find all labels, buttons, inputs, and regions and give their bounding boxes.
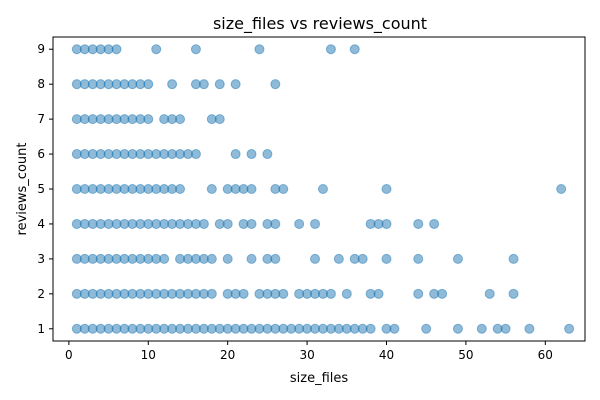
y-tick-label: 2 (37, 287, 45, 301)
data-point (381, 184, 392, 194)
data-point (333, 253, 344, 264)
data-point (222, 253, 233, 264)
data-point (452, 253, 463, 264)
data-point (262, 149, 273, 160)
data-point (206, 184, 217, 194)
data-point (190, 149, 201, 160)
data-point (437, 288, 448, 299)
data-point (167, 79, 178, 90)
data-point (310, 218, 321, 229)
data-point (270, 79, 281, 90)
data-point (143, 114, 154, 125)
y-tick-label: 3 (37, 252, 45, 266)
x-tick-label: 20 (220, 348, 235, 362)
data-point (254, 44, 265, 55)
data-point (214, 114, 225, 125)
x-tick-label: 0 (65, 348, 73, 362)
data-point (159, 253, 170, 264)
data-point (198, 218, 209, 229)
data-point (190, 44, 201, 55)
y-tick-label: 1 (37, 322, 45, 336)
data-point (325, 44, 336, 55)
data-point (175, 114, 186, 125)
data-point (238, 288, 249, 299)
y-tick-label: 8 (37, 77, 45, 91)
data-point (246, 218, 257, 229)
data-point (317, 184, 328, 194)
x-axis-ticks: 0 10 20 30 40 50 60 (65, 341, 553, 362)
y-tick-label: 7 (37, 112, 45, 126)
data-point (556, 184, 567, 194)
data-point (389, 323, 400, 334)
data-point (325, 288, 336, 299)
y-tick-label: 5 (37, 182, 45, 196)
data-point (175, 184, 186, 194)
data-point (365, 323, 376, 334)
data-point (230, 149, 241, 160)
data-point (413, 253, 424, 264)
data-point (270, 218, 281, 229)
data-point (310, 253, 321, 264)
x-tick-label: 50 (458, 348, 473, 362)
chart-title: size_files vs reviews_count (213, 14, 427, 34)
data-point (246, 149, 257, 160)
data-point (198, 79, 209, 90)
x-tick-label: 30 (299, 348, 314, 362)
x-tick-label: 40 (379, 348, 394, 362)
data-point (143, 79, 154, 90)
data-point (564, 323, 575, 334)
data-point (222, 218, 233, 229)
x-tick-label: 60 (538, 348, 553, 362)
data-point (524, 323, 535, 334)
x-tick-label: 10 (141, 348, 156, 362)
data-point (270, 253, 281, 264)
data-point (246, 184, 257, 194)
data-point (111, 44, 122, 55)
data-point (278, 184, 289, 194)
data-point (214, 79, 225, 90)
data-point (206, 253, 217, 264)
y-tick-label: 6 (37, 147, 45, 161)
data-point (246, 253, 257, 264)
data-point (341, 288, 352, 299)
y-tick-label: 4 (37, 217, 45, 231)
data-point (357, 253, 368, 264)
data-point (294, 218, 305, 229)
data-point (151, 44, 162, 55)
y-axis-ticks: 1 2 3 4 5 6 7 8 9 (37, 42, 53, 336)
data-point (381, 218, 392, 229)
data-point (429, 218, 440, 229)
data-points (71, 44, 575, 334)
data-point (278, 288, 289, 299)
data-point (484, 288, 495, 299)
data-point (413, 218, 424, 229)
data-point (381, 253, 392, 264)
data-point (508, 288, 519, 299)
data-point (476, 323, 487, 334)
data-point (421, 323, 432, 334)
data-point (413, 288, 424, 299)
data-point (508, 253, 519, 264)
data-point (230, 79, 241, 90)
y-axis-label: reviews_count (15, 143, 30, 236)
data-point (206, 288, 217, 299)
x-axis-label: size_files (290, 371, 349, 386)
data-point (452, 323, 463, 334)
data-point (373, 288, 384, 299)
data-point (349, 44, 360, 55)
y-tick-label: 9 (37, 42, 45, 56)
data-point (500, 323, 511, 334)
